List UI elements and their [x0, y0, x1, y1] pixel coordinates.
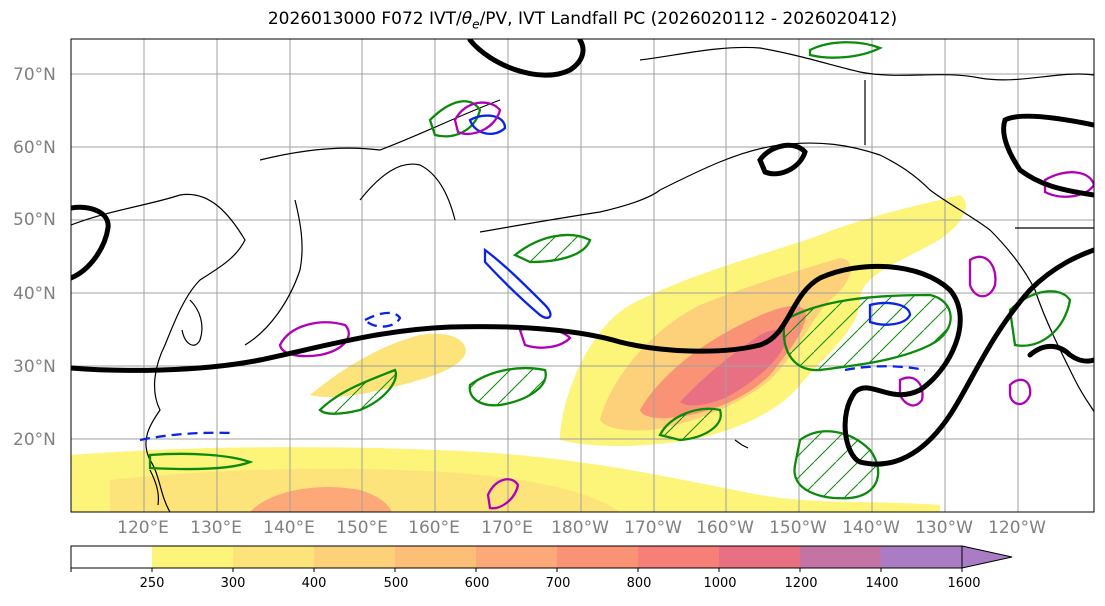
blue-west-dashed — [363, 311, 402, 328]
coast-siberia — [259, 99, 501, 161]
lat-label-70: 70°N — [13, 65, 56, 85]
lon-label-120e: 120°E — [117, 518, 169, 538]
coast-arctic — [639, 46, 1094, 81]
map-title: 2026013000 F072 IVT/θe/PV, IVT Landfall … — [0, 9, 1105, 31]
pc-tropical — [486, 478, 520, 510]
colorbar-segment — [638, 546, 720, 568]
colorbar-segment — [800, 546, 882, 568]
lat-label-60: 60°N — [13, 138, 56, 158]
lon-label-140w: 140°W — [842, 518, 900, 538]
coast-kamchatka — [359, 163, 456, 221]
green-west — [318, 368, 398, 415]
ivt-shading — [71, 195, 966, 512]
colorbar-label-800: 800 — [626, 576, 652, 591]
pc-ca — [1008, 378, 1032, 406]
green-gulf — [1008, 290, 1072, 347]
title-text-2: /PV, IVT Landfall PC (2026020112 - 20260… — [479, 9, 898, 29]
colorbar — [70, 545, 1013, 572]
colorbar-segment — [314, 546, 396, 568]
map-frame — [70, 38, 1095, 513]
border-canada — [864, 80, 1094, 229]
colorbar-extend-arrow — [961, 545, 1013, 569]
colorbar-label-400: 400 — [301, 576, 327, 591]
colorbar-segment — [719, 546, 801, 568]
pv-main — [71, 247, 1094, 467]
blue-aleutian — [483, 247, 552, 319]
blue-ne-pac — [868, 301, 912, 326]
colorbar-label-250: 250 — [139, 576, 165, 591]
coast-aleutians — [479, 189, 661, 233]
coast-japan — [244, 199, 303, 346]
ivt-asia-wave — [310, 333, 466, 398]
colorbar-label-1200: 1200 — [784, 576, 818, 591]
green-subtropic — [793, 430, 880, 500]
lon-label-150w: 150°W — [769, 518, 827, 538]
pv-alaska — [757, 142, 808, 177]
title-text-1: 2026013000 F072 IVT/ — [267, 9, 462, 29]
colorbar-segment — [395, 546, 477, 568]
colorbar-segment — [152, 546, 234, 568]
ivt-tropical-core — [250, 486, 392, 512]
lat-label-50: 50°N — [13, 210, 56, 230]
coast-asia — [71, 193, 246, 512]
lon-label-120w: 120°W — [988, 518, 1046, 538]
lon-label-170e: 170°E — [481, 518, 533, 538]
blue-kamchatka — [468, 114, 507, 135]
title-subscript: e — [472, 17, 480, 32]
pv-northeast — [1001, 113, 1094, 198]
pc-coast — [968, 255, 997, 298]
lon-label-130e: 130°E — [190, 518, 242, 538]
colorbar-label-1400: 1400 — [865, 576, 899, 591]
pc-ne-pac — [898, 376, 924, 407]
green-center — [468, 366, 547, 407]
ivt-band-tropical-inner — [110, 468, 620, 512]
pv-asia — [71, 204, 111, 281]
theta-e-contours-blue — [139, 114, 926, 442]
colorbar-label-300: 300 — [220, 576, 246, 591]
green-bering — [512, 233, 592, 264]
pv-contours — [71, 39, 1094, 467]
coast-hawaii — [734, 439, 749, 449]
lon-label-160e: 160°E — [408, 518, 460, 538]
coast-korea — [181, 299, 203, 346]
lat-label-40: 40°N — [13, 284, 56, 304]
lon-label-140e: 140°E — [263, 518, 315, 538]
green-arctic — [808, 41, 883, 59]
colorbar-label-700: 700 — [545, 576, 571, 591]
lon-label-160w: 160°W — [696, 518, 754, 538]
colorbar-segment — [233, 546, 315, 568]
green-kamchatka — [428, 100, 482, 138]
lat-label-30: 30°N — [13, 357, 56, 377]
coast-philippines — [149, 469, 160, 506]
colorbar-segment — [557, 546, 639, 568]
colorbar-outline — [70, 545, 962, 569]
blue-subtropic-dashed — [139, 431, 233, 442]
ivt-plume-core — [680, 329, 787, 406]
graticule — [71, 39, 1094, 512]
colorbar-segment — [71, 546, 153, 568]
pv-arctic — [467, 39, 586, 78]
lon-label-180w: 180°W — [551, 518, 609, 538]
colorbar-label-1000: 1000 — [703, 576, 737, 591]
colorbar-label-600: 600 — [464, 576, 490, 591]
pc-kamchatka — [453, 101, 502, 136]
pv-california — [1027, 343, 1094, 364]
colorbar-segment — [476, 546, 558, 568]
colorbar-label-500: 500 — [383, 576, 409, 591]
green-tropical-asia — [148, 452, 254, 471]
title-theta: θ — [461, 9, 473, 29]
blue-east-dashed — [844, 365, 926, 372]
lon-label-170w: 170°W — [624, 518, 682, 538]
lat-label-20: 20°N — [13, 430, 56, 450]
lon-label-130w: 130°W — [915, 518, 973, 538]
colorbar-label-1600: 1600 — [947, 576, 981, 591]
green-hawaii — [658, 407, 722, 442]
lon-label-150e: 150°E — [336, 518, 388, 538]
colorbar-segment — [881, 546, 963, 568]
